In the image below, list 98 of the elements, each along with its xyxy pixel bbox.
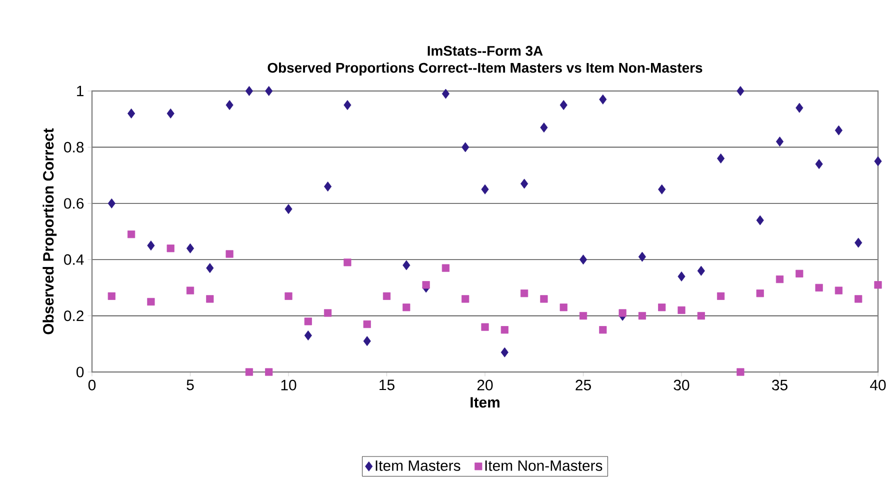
point	[540, 122, 548, 133]
point	[776, 275, 784, 284]
point	[206, 263, 214, 274]
point	[599, 326, 607, 334]
point	[560, 304, 568, 312]
point	[736, 368, 744, 376]
point	[226, 250, 234, 258]
point	[736, 86, 744, 96]
y-tick-label: 0.2	[64, 310, 84, 322]
point	[245, 86, 253, 96]
point	[618, 309, 626, 317]
point	[500, 347, 508, 358]
x-tick-label: 30	[674, 380, 690, 390]
point	[402, 260, 410, 270]
point	[422, 281, 430, 289]
point	[678, 271, 686, 282]
point	[265, 368, 273, 376]
point	[304, 318, 312, 326]
point	[717, 153, 725, 164]
point	[697, 312, 705, 320]
point	[815, 159, 823, 170]
point	[796, 102, 804, 113]
x-axis-title: Item	[470, 397, 500, 408]
point	[166, 108, 174, 118]
point	[756, 215, 764, 226]
point	[128, 230, 136, 238]
x-tick-label: 20	[477, 380, 493, 390]
point	[304, 330, 312, 340]
point	[796, 270, 804, 278]
point	[776, 136, 784, 147]
point	[520, 178, 528, 189]
y-tick-label: 0	[76, 366, 84, 378]
point	[579, 312, 588, 320]
point	[186, 243, 194, 254]
point	[854, 238, 862, 248]
point	[128, 108, 136, 118]
legend-label: Item Masters	[376, 460, 460, 471]
point	[402, 304, 410, 312]
point	[500, 326, 508, 334]
point	[874, 156, 882, 166]
x-tick-label: 35	[772, 380, 788, 390]
point	[638, 312, 646, 320]
y-tick-label: 0.8	[64, 142, 84, 152]
y-tick-label: 0.4	[64, 254, 84, 265]
point	[540, 295, 548, 303]
point	[658, 184, 666, 194]
point	[186, 286, 194, 294]
x-tick-label: 0	[88, 380, 96, 390]
point	[560, 100, 568, 110]
point	[638, 252, 646, 262]
point	[717, 292, 725, 300]
point	[206, 295, 214, 303]
point	[265, 86, 273, 96]
point	[481, 184, 489, 194]
point	[363, 336, 371, 346]
point	[462, 142, 470, 152]
point	[363, 320, 371, 328]
point	[382, 292, 391, 300]
x-tick-label: 15	[380, 380, 394, 390]
point	[245, 368, 253, 376]
point	[658, 304, 666, 312]
chart-title: ImStats--Form 3A	[428, 46, 543, 56]
x-tick-label: 5	[186, 380, 194, 390]
point	[442, 88, 450, 99]
point	[678, 306, 686, 314]
point	[462, 295, 470, 303]
point	[579, 254, 588, 265]
point	[344, 258, 352, 266]
point	[166, 244, 174, 252]
point	[815, 284, 823, 292]
point	[324, 309, 332, 317]
point	[834, 286, 843, 294]
point	[147, 240, 155, 251]
point	[854, 295, 862, 303]
legend-label: Item Non-Masters	[485, 460, 602, 471]
point	[226, 100, 234, 110]
y-tick-label: 1	[77, 86, 84, 96]
point	[874, 281, 882, 289]
point	[147, 298, 155, 306]
point	[108, 198, 116, 208]
y-axis-title: Observed Proportion Correct	[42, 128, 57, 334]
x-tick-label: 40	[870, 380, 886, 390]
y-tick-label: 0.6	[64, 198, 84, 209]
point	[481, 323, 489, 331]
point	[834, 125, 843, 136]
point	[324, 182, 332, 192]
point	[520, 290, 528, 298]
point	[442, 264, 450, 272]
point	[344, 100, 352, 110]
point	[756, 290, 764, 298]
point	[697, 266, 705, 276]
x-tick-label: 25	[576, 380, 591, 390]
point	[108, 292, 116, 300]
point	[284, 204, 292, 214]
point	[284, 292, 292, 300]
chart-subtitle: Observed Proportions Correct--Item Masters vs Item Non-Masters	[268, 62, 702, 76]
point	[599, 94, 607, 104]
x-tick-label: 10	[281, 380, 296, 390]
